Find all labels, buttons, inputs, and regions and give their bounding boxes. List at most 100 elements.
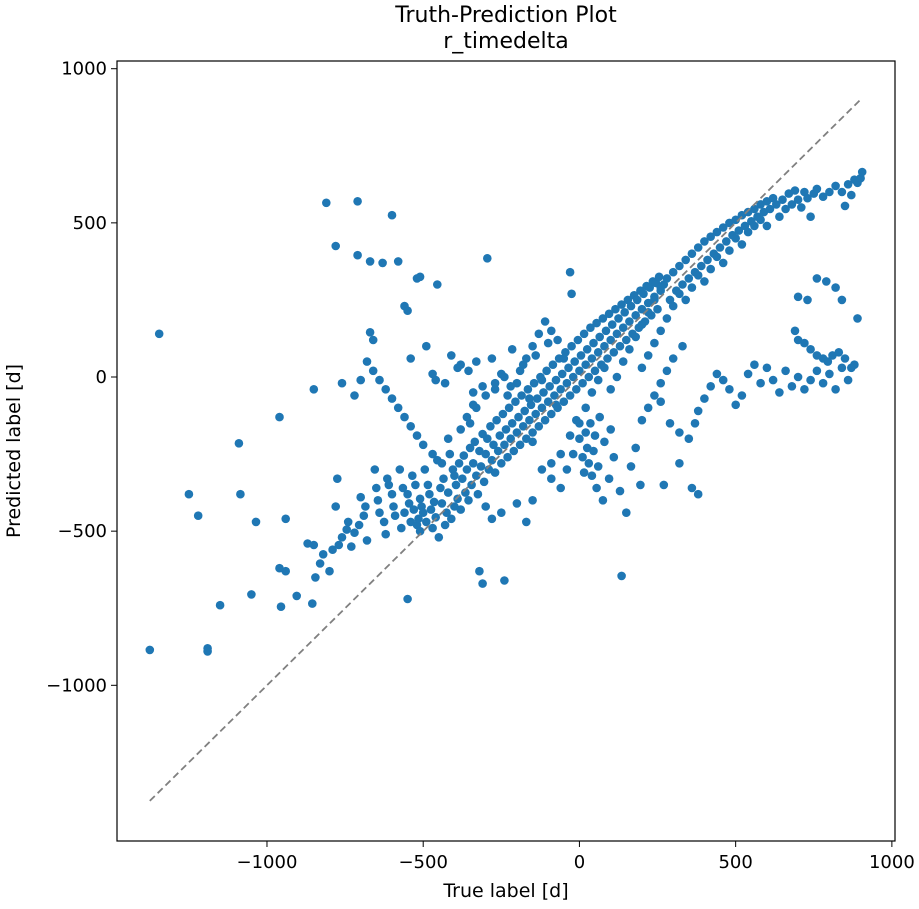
data-point (579, 329, 589, 339)
data-point (562, 378, 572, 388)
data-point (578, 452, 587, 462)
data-point (381, 529, 391, 539)
data-point (468, 388, 478, 397)
data-point (454, 459, 464, 468)
data-point (515, 366, 525, 376)
data-point (550, 391, 559, 400)
data-point (598, 314, 608, 323)
data-point (700, 277, 709, 286)
data-point (565, 431, 575, 440)
data-point (468, 459, 478, 468)
data-point (565, 267, 575, 277)
data-point (706, 232, 715, 241)
data-point (625, 317, 634, 326)
data-point (632, 295, 642, 305)
data-point (712, 227, 722, 237)
data-point (803, 295, 812, 305)
data-point (361, 502, 370, 511)
data-point (734, 226, 744, 235)
data-point (487, 514, 497, 524)
data-point (548, 360, 558, 370)
data-point (537, 403, 547, 413)
data-point (389, 502, 398, 511)
y-axis-ticks: −1000 −500 0 500 1000 (46, 59, 117, 696)
data-point (684, 434, 694, 444)
data-point (490, 385, 500, 394)
y-tick-label: −500 (58, 521, 107, 542)
data-point (684, 274, 694, 283)
data-point (476, 462, 486, 471)
data-point (481, 449, 491, 459)
data-point (768, 375, 778, 385)
data-point (450, 471, 459, 481)
data-point (653, 304, 662, 314)
data-point (626, 462, 636, 471)
data-point (375, 508, 384, 517)
data-point (715, 243, 725, 252)
data-point (398, 483, 408, 493)
data-point (831, 283, 840, 292)
data-point (637, 320, 647, 329)
data-point (575, 366, 584, 376)
data-point (843, 180, 853, 189)
data-point (593, 348, 603, 357)
data-point (384, 480, 394, 490)
data-point (731, 234, 740, 243)
data-point (626, 301, 636, 311)
data-point (787, 200, 797, 209)
data-point (564, 363, 573, 373)
data-point (365, 257, 375, 266)
data-point (825, 187, 834, 197)
data-point (434, 533, 444, 542)
data-point (750, 204, 759, 214)
data-point (381, 385, 391, 394)
data-point (637, 363, 647, 373)
data-point (487, 455, 497, 465)
data-point (595, 332, 604, 342)
data-point (467, 480, 476, 490)
data-point (473, 489, 483, 499)
data-point (462, 465, 472, 474)
data-point (372, 483, 381, 493)
data-point (668, 301, 678, 311)
data-point (420, 465, 430, 474)
data-point (570, 357, 579, 366)
data-point (387, 489, 397, 499)
data-point (636, 480, 645, 490)
data-point (568, 372, 578, 382)
data-point (654, 272, 664, 282)
data-point (406, 422, 416, 431)
data-point (600, 363, 609, 373)
data-point (422, 517, 431, 527)
data-point (393, 403, 403, 413)
data-point (518, 422, 528, 431)
data-point (500, 372, 509, 382)
data-point (503, 391, 512, 400)
data-point (540, 317, 550, 326)
data-point (643, 351, 653, 360)
data-point (436, 483, 445, 493)
x-axis-ticks: −1000 −500 0 500 1000 (237, 841, 915, 873)
data-point (793, 292, 803, 302)
data-point (609, 452, 619, 462)
data-point (593, 375, 603, 385)
data-point (315, 559, 325, 568)
data-point (328, 545, 337, 554)
data-point (687, 249, 697, 258)
data-point (790, 326, 800, 336)
data-point (545, 382, 554, 391)
data-point (665, 419, 675, 428)
data-point (490, 468, 500, 477)
data-point (601, 326, 611, 336)
data-point (487, 354, 497, 363)
data-point (797, 203, 806, 212)
data-point (639, 289, 648, 299)
data-point (576, 351, 586, 360)
data-point (342, 525, 352, 534)
data-point (397, 523, 406, 533)
data-point (387, 394, 397, 403)
data-point (622, 335, 631, 345)
data-point (478, 579, 487, 588)
